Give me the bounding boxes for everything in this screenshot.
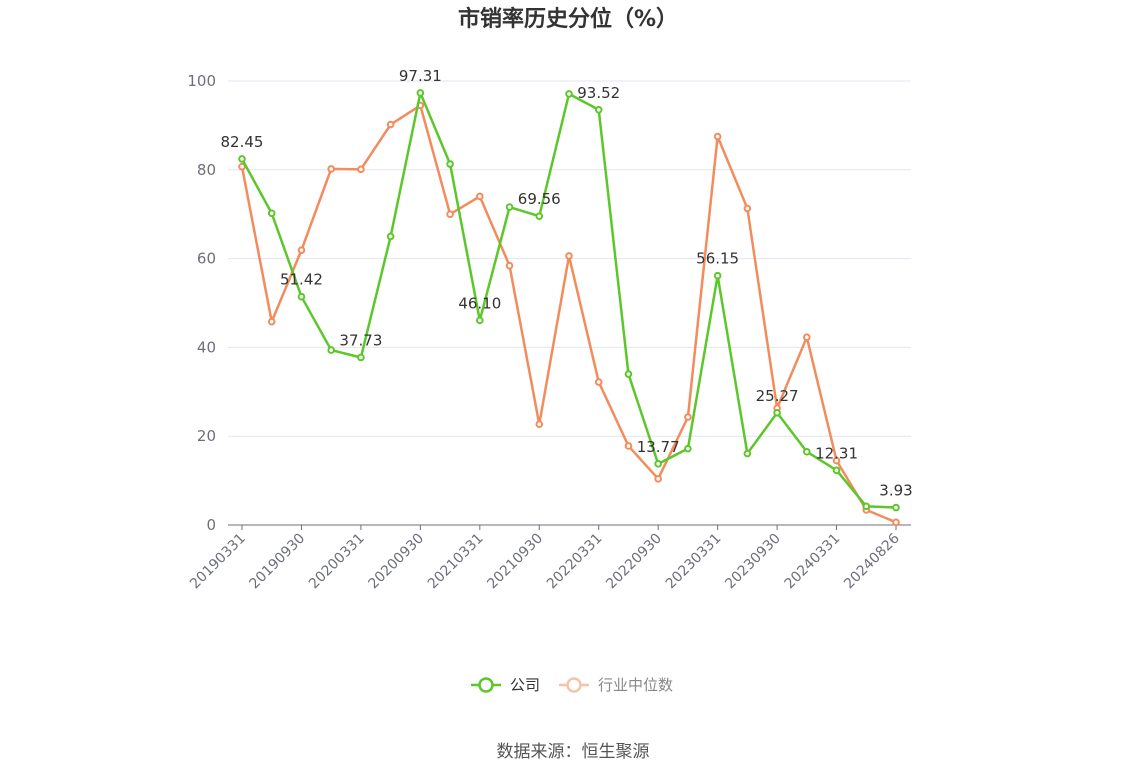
series-0 (238, 89, 900, 512)
series-1 (238, 101, 900, 527)
data-point (476, 316, 484, 325)
chart-title: 市销率历史分位（%） (458, 6, 678, 32)
x-tick-label: 20240331 (782, 531, 844, 593)
data-label: 3.93 (879, 482, 912, 500)
y-tick-label: 0 (206, 516, 216, 534)
x-tick-label: 20240826 (841, 530, 903, 592)
data-point (832, 456, 841, 465)
y-tick-label: 100 (187, 72, 216, 90)
legend-item-0[interactable]: 公司 (471, 676, 540, 694)
data-point (684, 413, 692, 421)
data-point (416, 89, 425, 97)
data-point (654, 460, 662, 468)
x-tick-label: 20210331 (425, 531, 487, 593)
x-tick-label: 20220331 (544, 531, 606, 593)
y-tick-label: 40 (197, 338, 216, 356)
x-tick-label: 20230331 (663, 531, 725, 593)
data-point (357, 165, 365, 174)
data-label: 13.77 (637, 438, 680, 456)
x-axis: 2019033120190930202003312020093020210331… (187, 524, 911, 593)
x-tick-label: 20230930 (722, 531, 784, 593)
data-point (565, 90, 573, 98)
data-point (238, 162, 246, 171)
data-label: 56.15 (696, 250, 739, 268)
data-point (446, 160, 454, 168)
data-point (535, 420, 544, 429)
data-label: 12.31 (815, 444, 858, 462)
data-point (832, 466, 841, 475)
y-tick-label: 60 (197, 250, 216, 268)
data-point (624, 442, 633, 450)
data-point (654, 475, 662, 483)
data-label: 37.73 (339, 331, 382, 349)
x-tick-label: 20190930 (247, 531, 309, 593)
data-point (684, 444, 692, 453)
x-tick-label: 20190331 (187, 531, 249, 593)
y-tick-label: 80 (197, 161, 216, 179)
data-point (892, 518, 900, 527)
data-point (624, 370, 633, 378)
data-label: 51.42 (280, 271, 323, 289)
data-label: 46.10 (458, 294, 501, 312)
data-point (892, 503, 900, 512)
data-point (267, 317, 276, 326)
data-point (386, 120, 395, 129)
data-point (297, 292, 306, 301)
data-point (803, 333, 811, 341)
data-point (565, 252, 573, 260)
data-point (594, 105, 603, 114)
x-tick-label: 20200331 (306, 531, 368, 593)
legend-marker (478, 677, 494, 693)
data-point (535, 212, 544, 220)
data-label: 25.27 (756, 387, 799, 405)
data-point (862, 502, 871, 511)
legend-item-1[interactable]: 行业中位数 (559, 676, 673, 694)
source-note: 数据来源：恒生聚源 (497, 742, 650, 762)
data-point (743, 204, 752, 213)
series-line (240, 91, 897, 509)
data-point (238, 155, 246, 163)
x-tick-label: 20220930 (603, 531, 665, 593)
series-line (240, 104, 897, 524)
data-point (505, 203, 514, 211)
data-point (713, 132, 722, 141)
data-point (505, 261, 514, 270)
data-label: 97.31 (399, 67, 442, 85)
legend[interactable]: 公司 行业中位数 (471, 676, 673, 694)
data-point (713, 271, 722, 280)
legend-label: 行业中位数 (598, 676, 673, 694)
data-point (773, 409, 781, 417)
y-axis: 0 20 40 60 80 100 (187, 72, 216, 534)
data-point (594, 378, 603, 386)
data-point (327, 165, 335, 173)
x-tick-label: 20200930 (365, 531, 427, 593)
data-point (386, 232, 395, 241)
series-layer (238, 89, 900, 527)
data-point (743, 449, 752, 458)
x-tick-label: 20210930 (484, 531, 546, 593)
data-point (327, 346, 335, 354)
data-point (267, 209, 276, 218)
data-label: 82.45 (221, 133, 264, 151)
data-labels: 82.45 51.42 37.73 97.31 46.10 69.56 93.52 13.77… (221, 67, 913, 500)
data-point (297, 246, 306, 254)
data-point (476, 192, 484, 201)
data-label: 93.52 (577, 84, 620, 102)
legend-label: 公司 (510, 676, 540, 694)
legend-marker (566, 677, 582, 693)
data-point (446, 210, 454, 218)
data-point (803, 447, 811, 456)
y-tick-label: 20 (197, 427, 216, 445)
data-label: 69.56 (518, 190, 561, 208)
data-point (357, 353, 365, 362)
